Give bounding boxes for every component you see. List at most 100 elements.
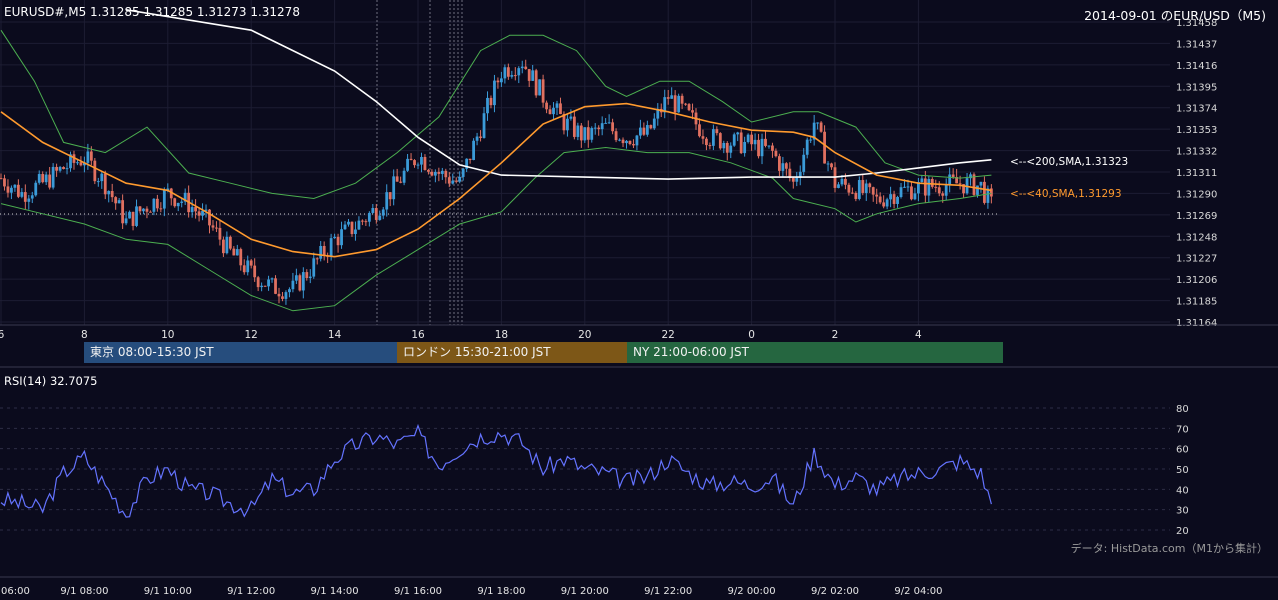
session-london: ロンドン 15:30-21:00 JST [397,342,627,363]
candle-body [670,95,674,99]
candle-body [235,249,239,256]
candle-body [121,200,125,224]
candle-body [628,140,632,145]
candle-body [677,95,681,113]
candle-body [6,186,10,193]
candle-body [871,187,875,195]
candle-body [0,178,3,180]
candle-body [823,131,826,164]
price-tick-label: 1.31227 [1176,254,1217,265]
candle-body [489,97,493,106]
candle-body [656,108,660,119]
candle-body [774,150,778,157]
candle-body [30,195,34,199]
candle-body [899,187,903,198]
bollinger-upper-line [0,29,992,200]
candle-body [138,206,142,212]
candle-body [989,188,993,197]
date-tick-label: 9/1 10:00 [144,586,192,597]
candle-body [816,122,820,124]
candle-body [444,170,448,178]
candle-body [569,116,573,119]
candle-body [76,162,79,164]
hour-tick-label: 12 [245,329,258,341]
candle-body [183,192,187,202]
candle-body [427,169,430,172]
candle-body [868,183,872,188]
candle-body [93,160,97,182]
candle-body [913,193,917,200]
candle-body [607,122,611,124]
candle-body [215,227,218,229]
candle-body [837,184,840,188]
candle-body [493,80,496,106]
candle-body [423,156,427,170]
candle-body [65,168,69,170]
candle-body [13,184,17,188]
date-tick-label: 9/2 04:00 [894,586,942,597]
candle-body [420,156,423,165]
candle-body [753,139,757,145]
price-panel: <--<200,SMA,1.31323 <--<40,SMA,1.31293 1… [0,0,1278,341]
price-axis-labels: 1.31458 1.31437 1.31416 1.31395 1.31374 1.313… [1176,18,1217,329]
candle-body [552,107,555,115]
candle-body [180,201,184,203]
candle-body [732,134,736,146]
candle-body [107,191,111,195]
rsi-label: RSI(14) 32.7075 [4,374,98,388]
price-tick-label: 1.31269 [1176,211,1217,222]
candle-body [169,188,173,199]
candle-body [433,171,437,176]
candle-body [698,124,701,137]
candle-body [416,164,420,166]
symbol-info: EURUSD#,M5 1.31285 1.31285 1.31273 1.312… [4,5,300,19]
candle-body [778,156,781,171]
candle-body [336,236,340,246]
rsi-tick-label: 30 [1176,506,1189,517]
candle-body [760,138,764,157]
candle-body [413,160,416,166]
candle-body [79,162,83,166]
candle-body [41,174,45,183]
candle-body [795,177,799,182]
candle-body [312,258,316,277]
candle-body [510,75,514,77]
candle-body [51,166,55,188]
candle-body [941,193,945,196]
candle-body [548,109,552,115]
candle-body [284,292,288,299]
candle-body [23,192,27,202]
candle-body [711,129,715,146]
candle-body [211,225,215,228]
candle-body [590,128,594,140]
session-tokyo: 東京 08:00-15:30 JST [84,342,397,363]
date-tick-label: 9/2 02:00 [811,586,859,597]
candle-body [288,289,291,293]
candle-body [652,118,656,129]
candle-body [663,97,667,113]
candle-body [83,162,86,166]
candle-body [218,227,222,240]
rsi-axis-labels: 80 70 60 50 40 30 20 [1176,404,1189,537]
candle-body [861,180,865,193]
rsi-grid [0,407,1170,531]
candle-body [270,278,274,280]
candle-body [500,78,503,83]
candle-body [10,187,13,193]
candle-body [357,220,361,230]
rsi-tick-label: 60 [1176,445,1189,456]
candle-body [538,79,542,96]
candle-body [55,166,58,171]
candle-body [639,127,642,136]
candle-body [771,145,774,151]
candle-body [361,220,364,222]
candle-body [635,135,639,146]
candle-body [715,129,719,134]
candle-body [691,110,694,113]
candle-body [882,202,886,207]
candle-body [388,192,392,200]
candle-body [131,211,135,226]
candle-body [96,181,100,183]
candle-body [920,178,924,182]
sma200-annotation: <--<200,SMA,1.31323 [1010,156,1128,168]
